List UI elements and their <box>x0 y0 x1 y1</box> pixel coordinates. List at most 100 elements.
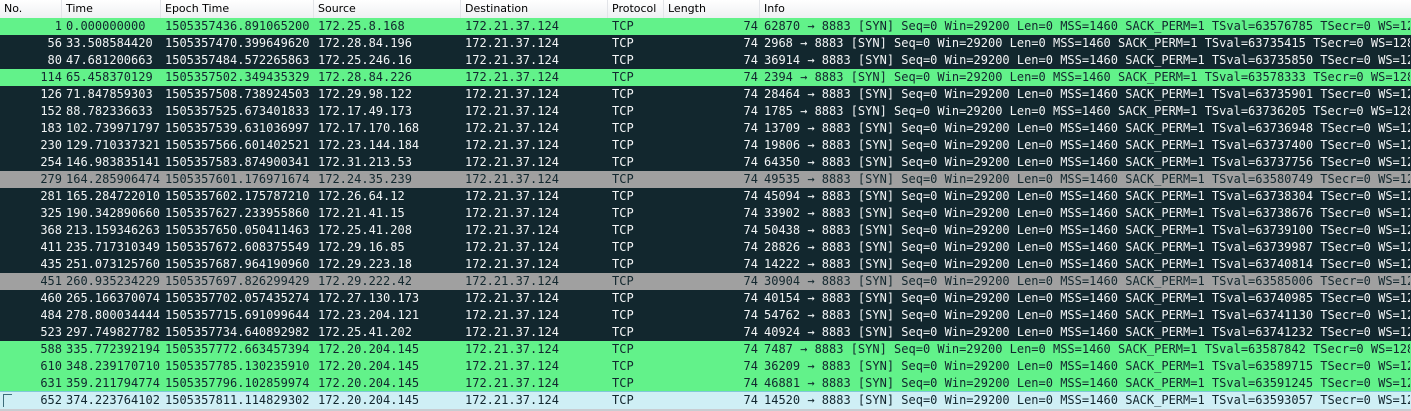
cell-no: 254 <box>40 155 62 169</box>
cell-destination: 172.21.37.124 <box>465 223 559 237</box>
table-row[interactable]: 610 348.239170710 1505357785.130235910 172.… <box>0 358 1411 375</box>
table-row[interactable]: 1 0.000000000 1505357436.891065200 172.25.8… <box>0 18 1411 35</box>
cell-destination: 172.21.37.124 <box>465 206 559 220</box>
cell-no: 652 <box>40 393 62 407</box>
cell-source: 172.20.204.145 <box>318 393 420 407</box>
cell-length: 74 <box>743 308 758 322</box>
cell-info: 2394 → 8883 [SYN] Seq=0 Win=29200 Len=0 … <box>764 70 1410 84</box>
cell-info: 1785 → 8883 [SYN] Seq=0 Win=29200 Len=0 … <box>764 104 1410 118</box>
cell-info: 50438 → 8883 [SYN] Seq=0 Win=29200 Len=0… <box>764 223 1410 237</box>
cell-protocol: TCP <box>612 274 634 288</box>
cell-destination: 172.21.37.124 <box>465 376 559 390</box>
cell-no: 152 <box>40 104 62 118</box>
cell-length: 74 <box>743 138 758 152</box>
table-row[interactable]: 631 359.211794774 1505357796.102859974 172.… <box>0 375 1411 392</box>
cell-time: 190.342890660 <box>66 206 160 220</box>
cell-epoch-time: 1505357715.691099644 <box>165 308 310 322</box>
table-row[interactable]: 183 102.739971797 1505357539.631036997 172.… <box>0 120 1411 137</box>
table-row[interactable]: 411 235.717310349 1505357672.608375549 172.… <box>0 239 1411 256</box>
cell-epoch-time: 1505357772.663457394 <box>165 342 310 356</box>
cell-protocol: TCP <box>612 325 634 339</box>
cell-time: 164.285906474 <box>66 172 160 186</box>
cell-source: 172.26.64.12 <box>318 189 405 203</box>
cell-time: 374.223764102 <box>66 393 160 407</box>
cell-destination: 172.21.37.124 <box>465 325 559 339</box>
cell-destination: 172.21.37.124 <box>465 359 559 373</box>
cell-epoch-time: 1505357525.673401833 <box>165 104 310 118</box>
table-row[interactable]: 114 65.458370129 1505357502.349435329 172.2… <box>0 69 1411 86</box>
cell-destination: 172.21.37.124 <box>465 53 559 67</box>
table-row[interactable]: 523 297.749827782 1505357734.640892982 172.… <box>0 324 1411 341</box>
cell-source: 172.29.16.85 <box>318 240 405 254</box>
table-row[interactable]: 80 47.681200663 1505357484.572265863 172.25… <box>0 52 1411 69</box>
cell-protocol: TCP <box>612 70 634 84</box>
table-row[interactable]: 484 278.800034444 1505357715.691099644 172.… <box>0 307 1411 324</box>
column-header-epoch-time[interactable]: Epoch Time <box>161 0 314 18</box>
table-row[interactable]: 279 164.285906474 1505357601.176971674 172.… <box>0 171 1411 188</box>
column-header-time[interactable]: Time <box>62 0 161 18</box>
cell-no: 368 <box>40 223 62 237</box>
column-header-destination[interactable]: Destination <box>461 0 608 18</box>
table-row[interactable]: 451 260.935234229 1505357697.826299429 172.… <box>0 273 1411 290</box>
cell-no: 281 <box>40 189 62 203</box>
column-header-source[interactable]: Source <box>314 0 461 18</box>
cell-protocol: TCP <box>612 240 634 254</box>
cell-time: 359.211794774 <box>66 376 160 390</box>
cell-info: 13709 → 8883 [SYN] Seq=0 Win=29200 Len=0… <box>764 121 1410 135</box>
table-row[interactable]: 368 213.159346263 1505357650.050411463 172.… <box>0 222 1411 239</box>
cell-length: 74 <box>743 359 758 373</box>
cell-epoch-time: 1505357811.114829302 <box>165 393 310 407</box>
cell-protocol: TCP <box>612 104 634 118</box>
cell-source: 172.17.170.168 <box>318 121 420 135</box>
table-row[interactable]: 588 335.772392194 1505357772.663457394 172.… <box>0 341 1411 358</box>
column-header-protocol[interactable]: Protocol <box>608 0 664 18</box>
cell-protocol: TCP <box>612 53 634 67</box>
table-row[interactable]: 126 71.847859303 1505357508.738924503 172.2… <box>0 86 1411 103</box>
cell-info: 49535 → 8883 [SYN] Seq=0 Win=29200 Len=0… <box>764 172 1410 186</box>
table-row[interactable]: 254 146.983835141 1505357583.874900341 172.… <box>0 154 1411 171</box>
cell-length: 74 <box>743 223 758 237</box>
cell-source: 172.29.98.122 <box>318 87 412 101</box>
column-header-no[interactable]: No. <box>0 0 62 18</box>
cell-epoch-time: 1505357785.130235910 <box>165 359 310 373</box>
cell-info: 62870 → 8883 [SYN] Seq=0 Win=29200 Len=0… <box>764 19 1410 33</box>
table-row[interactable]: 435 251.073125760 1505357687.964190960 172.… <box>0 256 1411 273</box>
cell-no: 80 <box>47 53 62 67</box>
table-row-selected[interactable]: 652 374.223764102 1505357811.114829302 172.… <box>0 391 1411 410</box>
cell-destination: 172.21.37.124 <box>465 342 559 356</box>
cell-epoch-time: 1505357539.631036997 <box>165 121 310 135</box>
cell-time: 213.159346263 <box>66 223 160 237</box>
cell-source: 172.20.204.145 <box>318 376 420 390</box>
cell-no: 126 <box>40 87 62 101</box>
cell-source: 172.23.204.121 <box>318 308 420 322</box>
table-row[interactable]: 56 33.508584420 1505357470.399649620 172.28… <box>0 35 1411 52</box>
cell-info: 64350 → 8883 [SYN] Seq=0 Win=29200 Len=0… <box>764 155 1410 169</box>
table-row[interactable]: 281 165.284722010 1505357602.175787210 172.… <box>0 188 1411 205</box>
cell-epoch-time: 1505357702.057435274 <box>165 291 310 305</box>
table-row[interactable]: 230 129.710337321 1505357566.601402521 172.… <box>0 137 1411 154</box>
cell-protocol: TCP <box>612 87 634 101</box>
cell-no: 325 <box>40 206 62 220</box>
cell-protocol: TCP <box>612 189 634 203</box>
cell-info: 28826 → 8883 [SYN] Seq=0 Win=29200 Len=0… <box>764 240 1410 254</box>
column-header-info[interactable]: Info <box>764 2 785 15</box>
cell-destination: 172.21.37.124 <box>465 104 559 118</box>
cell-epoch-time: 1505357566.601402521 <box>165 138 310 152</box>
table-row[interactable]: 460 265.166370074 1505357702.057435274 172.… <box>0 290 1411 307</box>
cell-time: 251.073125760 <box>66 257 160 271</box>
cell-length: 74 <box>743 325 758 339</box>
table-row[interactable]: 152 88.782336633 1505357525.673401833 172.1… <box>0 103 1411 120</box>
horizontal-scrollbar[interactable] <box>0 409 1411 411</box>
cell-time: 165.284722010 <box>66 189 160 203</box>
cell-info: 19806 → 8883 [SYN] Seq=0 Win=29200 Len=0… <box>764 138 1410 152</box>
cell-protocol: TCP <box>612 393 634 407</box>
column-header-length[interactable]: Length <box>664 0 760 18</box>
cell-length: 74 <box>743 274 758 288</box>
cell-protocol: TCP <box>612 155 634 169</box>
cell-destination: 172.21.37.124 <box>465 393 559 407</box>
table-row[interactable]: 325 190.342890660 1505357627.233955860 172.… <box>0 205 1411 222</box>
cell-length: 74 <box>743 36 758 50</box>
cell-no: 230 <box>40 138 62 152</box>
cell-length: 74 <box>743 87 758 101</box>
